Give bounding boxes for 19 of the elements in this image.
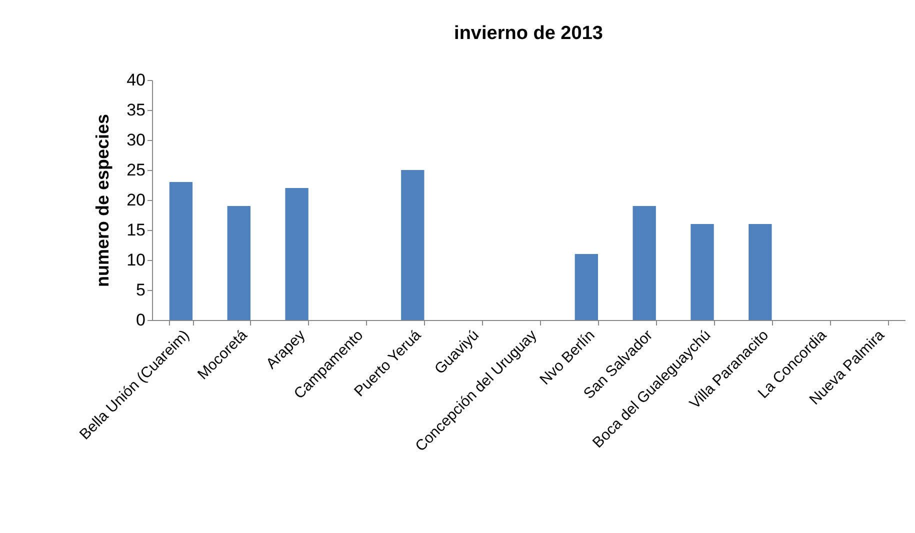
chart-title: invierno de 2013: [454, 23, 603, 44]
bar: [285, 188, 308, 320]
bar: [401, 170, 424, 320]
bar: [227, 206, 250, 320]
bar: [632, 206, 656, 320]
bar: [169, 182, 193, 320]
y-tick-label: 35: [126, 100, 146, 120]
bar: [748, 224, 772, 320]
bar: [690, 224, 714, 320]
y-tick-label: 15: [126, 220, 146, 240]
y-tick-label: 25: [126, 160, 146, 180]
y-tick-label: 5: [136, 280, 146, 300]
y-tick-label: 40: [126, 70, 146, 90]
y-axis-title: numero de especies: [92, 114, 113, 288]
y-tick-label: 10: [126, 250, 146, 270]
y-tick-label: 0: [136, 310, 146, 330]
y-tick-label: 30: [126, 130, 146, 150]
y-tick-label: 20: [126, 190, 146, 210]
bar: [574, 254, 598, 320]
